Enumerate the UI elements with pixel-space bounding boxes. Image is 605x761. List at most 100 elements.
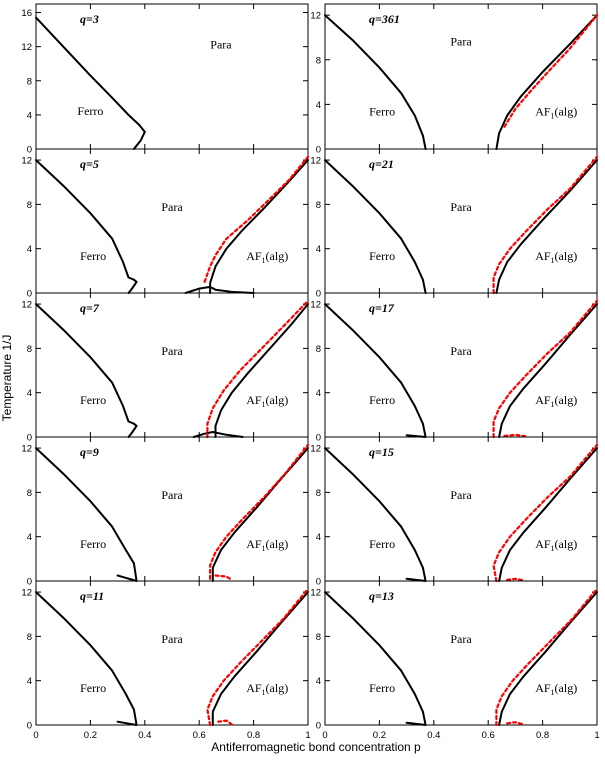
series-line-dashed-3 [503,433,528,438]
x-tick-label: 0.8 [536,730,549,741]
x-tick-label: 0.6 [193,730,206,741]
y-tick-label: 4 [316,532,321,543]
series-line-dashed-3 [217,719,233,726]
series-line-solid-1 [498,591,598,726]
region-label-suffix: (alg) [555,105,578,119]
region-label-ferro: Ferro [369,537,395,551]
region-label-main: AF [535,681,551,695]
y-tick-label: 0 [27,433,32,444]
x-tick-label: 0 [322,730,327,741]
q-label: q=361 [369,12,400,26]
series-line-solid-0 [324,14,427,150]
region-label-para: Para [210,37,232,51]
region-label-para: Para [161,200,183,214]
y-tick-label: 8 [316,488,321,499]
y-tick-label: 4 [27,388,32,399]
region-label-suffix: (alg) [555,393,578,407]
q-label: q=21 [369,157,394,171]
panel-q-3: 0 4 8 12 16 q=3 Para Ferro [21,3,309,156]
y-tick-label: 8 [27,200,32,211]
y-tick-label: 4 [27,532,32,543]
q-label: q=7 [80,301,100,315]
y-tick-label: 8 [316,344,321,355]
y-tick-label: 0 [27,721,32,732]
y-tick-label: 0 [316,577,321,588]
x-tick-label: 0.4 [427,730,440,741]
x-tick-label: 0 [33,730,38,741]
y-tick-label: 12 [310,156,321,167]
q-label: q=9 [80,445,99,459]
region-label-para: Para [450,200,472,214]
region-label-suffix: (alg) [555,537,578,551]
y-tick-label: 0 [316,721,321,732]
panel-q-15: 0 4 8 12 q=15 Para Ferro AF1(alg) [310,436,599,588]
series-line-solid-0 [35,447,138,582]
region-label-subscript: 1 [551,688,555,697]
series-line-solid-2 [209,159,309,294]
y-tick-label: 12 [310,588,321,599]
series-line-dashed-2 [495,587,599,727]
y-tick-label: 0 [316,433,321,444]
y-tick-label: 12 [21,444,32,455]
series-line-dashed-3 [206,299,310,439]
y-tick-label: 4 [316,388,321,399]
panel-q-7: 0 4 8 12 q=7 Para Ferro AF1(alg) [21,292,310,444]
region-label-subscript: 1 [551,112,555,121]
region-label-af: AF1(alg) [246,537,288,553]
y-tick-label: 8 [27,76,32,87]
region-label-ferro: Ferro [80,393,106,407]
y-tick-label: 8 [316,632,321,643]
y-tick-label: 0 [27,145,32,156]
series-line-dashed-2 [209,443,310,580]
region-label-af: AF1(alg) [246,249,288,265]
series-line-dashed-3 [506,721,525,726]
series-line-solid-1 [498,447,598,582]
region-label-main: AF [246,393,262,407]
y-tick-label: 4 [27,110,32,121]
region-label-subscript: 1 [551,256,555,265]
y-tick-label: 8 [316,200,321,211]
series-line-solid-0 [35,16,146,150]
y-tick-label: 12 [310,11,321,22]
y-tick-label: 8 [27,632,32,643]
region-label-ferro: Ferro [369,249,395,263]
series-line-solid-2 [214,303,309,438]
series-line-dashed-3 [203,155,310,283]
region-label-af: AF1(alg) [535,393,577,409]
region-label-main: AF [246,249,262,263]
region-label-af: AF1(alg) [246,393,288,409]
series-line-solid-1 [498,303,598,438]
region-label-ferro: Ferro [369,393,395,407]
region-label-suffix: (alg) [266,393,289,407]
series-line-dashed-2 [206,587,310,727]
x-tick-label: 1 [305,730,310,741]
series-line-dashed-2 [492,443,599,583]
region-label-suffix: (alg) [266,537,289,551]
y-tick-label: 4 [316,100,321,111]
region-label-main: AF [535,249,551,263]
series-line-dashed-2 [492,155,599,295]
y-tick-label: 12 [310,444,321,455]
panel-q-21: 0 4 8 12 q=21 Para Ferro AF1(alg) [310,148,599,300]
region-label-subscript: 1 [262,544,266,553]
series-line-solid-1 [184,285,255,294]
region-label-main: AF [246,681,262,695]
y-tick-label: 4 [27,244,32,255]
y-tick-label: 12 [310,300,321,311]
region-label-subscript: 1 [551,544,555,553]
series-line-solid-1 [495,14,598,150]
region-label-para: Para [450,632,472,646]
panel-q-9: 0 4 8 12 q=9 Para Ferro AF1(alg) [21,436,310,588]
x-tick-label: 0.4 [138,730,151,741]
panel-q-5: 0 4 8 12 q=5 Para Ferro AF1(alg) [21,148,310,300]
y-tick-label: 16 [21,8,32,19]
region-label-para: Para [161,488,183,502]
x-tick-label: 1 [594,730,599,741]
panel-q-17: 0 4 8 12 q=17 Para Ferro AF1(alg) [310,292,599,444]
region-label-af: AF1(alg) [535,105,577,121]
series-line-solid-1 [192,431,244,438]
y-tick-label: 8 [27,488,32,499]
y-tick-label: 8 [27,344,32,355]
y-tick-label: 0 [27,577,32,588]
